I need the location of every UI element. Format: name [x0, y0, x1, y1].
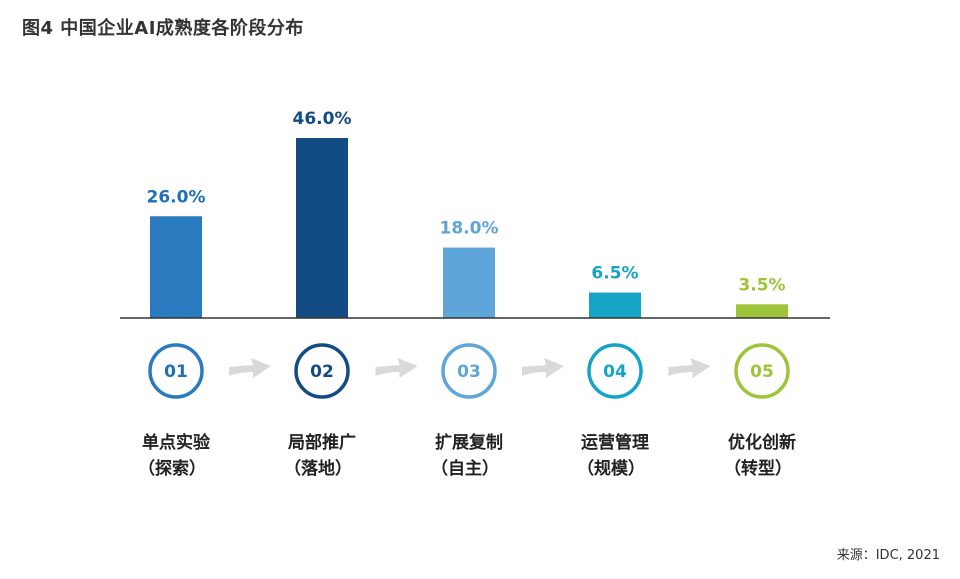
stage-subtitle-4: （规模）: [577, 458, 645, 479]
bar-2: [296, 138, 348, 318]
bar-3: [443, 247, 495, 318]
stage-circle-4: [587, 343, 643, 399]
bar-4: [589, 292, 641, 318]
bar-value-label-4: 6.5%: [591, 264, 638, 284]
stage-circle-3: [441, 343, 497, 399]
stage-labels-layer: 单点实验 （探索） 局部推广 （落地） 扩展复制 （自主） 运营管理 （规模） 优化创新 （转型）: [138, 432, 796, 479]
stage-name-4: 运营管理: [581, 432, 649, 453]
stage-subtitle-5: （转型）: [724, 458, 792, 479]
stage-subtitle-1: （探索）: [138, 458, 206, 479]
arrow-icon-3: [522, 358, 564, 378]
stage-number-3: 03: [457, 362, 481, 382]
stage-circle-1: [148, 343, 204, 399]
stage-number-4: 04: [603, 362, 627, 382]
bars-layer: 26.0% 46.0% 18.0% 6.5% 3.5%: [147, 109, 788, 318]
arrow-icon-4: [668, 358, 711, 378]
stage-circles-layer: 01 02 03 04 05: [148, 343, 790, 399]
bar-value-label-2: 46.0%: [293, 109, 352, 129]
chart-title: 图4 中国企业AI成熟度各阶段分布: [22, 18, 304, 39]
stage-number-1: 01: [164, 362, 188, 382]
stage-name-3: 扩展复制: [435, 432, 503, 453]
stage-number-2: 02: [310, 362, 334, 382]
arrow-icon-2: [375, 358, 418, 378]
stage-name-5: 优化创新: [728, 432, 796, 453]
bar-1: [150, 216, 202, 318]
bar-value-label-3: 18.0%: [440, 219, 499, 239]
stage-number-5: 05: [750, 362, 774, 382]
stage-subtitle-2: （落地）: [284, 458, 352, 479]
stage-name-1: 单点实验: [142, 432, 211, 453]
arrows-layer: [229, 358, 711, 378]
stage-circle-5: [734, 343, 790, 399]
bar-value-label-1: 26.0%: [147, 187, 206, 207]
source-note: 来源：IDC, 2021: [836, 548, 940, 563]
stage-circle-2: [294, 343, 350, 399]
bar-value-label-5: 3.5%: [738, 275, 785, 295]
bar-5: [736, 304, 788, 318]
stage-name-2: 局部推广: [288, 432, 356, 453]
stage-subtitle-3: （自主）: [431, 458, 499, 479]
arrow-icon-1: [229, 358, 271, 378]
